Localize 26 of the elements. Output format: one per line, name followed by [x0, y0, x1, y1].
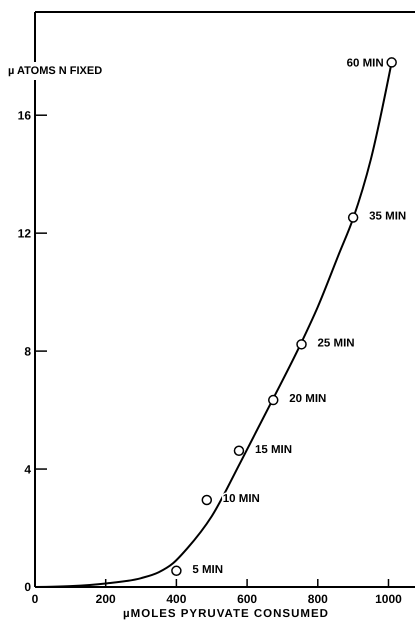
annotation: 60 MIN [346, 57, 384, 70]
y-tick-label: 12 [18, 226, 32, 240]
annotation: 5 MIN [192, 564, 224, 576]
y-axis-title: µ ATOMS N FIXED [8, 65, 102, 77]
x-tick-label: 400 [166, 592, 187, 606]
y-tick-label: 4 [24, 462, 32, 476]
point [296, 339, 307, 350]
y-tick-label: 8 [24, 344, 32, 358]
y-tick-label: 16 [18, 108, 32, 122]
point [348, 212, 358, 223]
annotation: 10 MIN [222, 493, 260, 506]
annotation: 20 MIN [289, 393, 326, 406]
x-tick-label: 200 [96, 592, 116, 606]
annotation: 25 MIN [318, 337, 355, 350]
point [234, 446, 244, 456]
annotation: 35 MIN [369, 210, 406, 223]
point [386, 57, 397, 68]
x-axis-title: µMOLES PYRUVATE CONSUMED [123, 608, 329, 620]
x-tick-label: 1000 [375, 592, 402, 606]
point [268, 394, 278, 406]
x-tick-label: 600 [237, 592, 258, 606]
point [171, 566, 182, 576]
point [202, 494, 212, 506]
y-tick-label: 0 [24, 580, 32, 594]
x-tick-label: 800 [308, 592, 328, 606]
annotation: 15 MIN [254, 444, 292, 456]
